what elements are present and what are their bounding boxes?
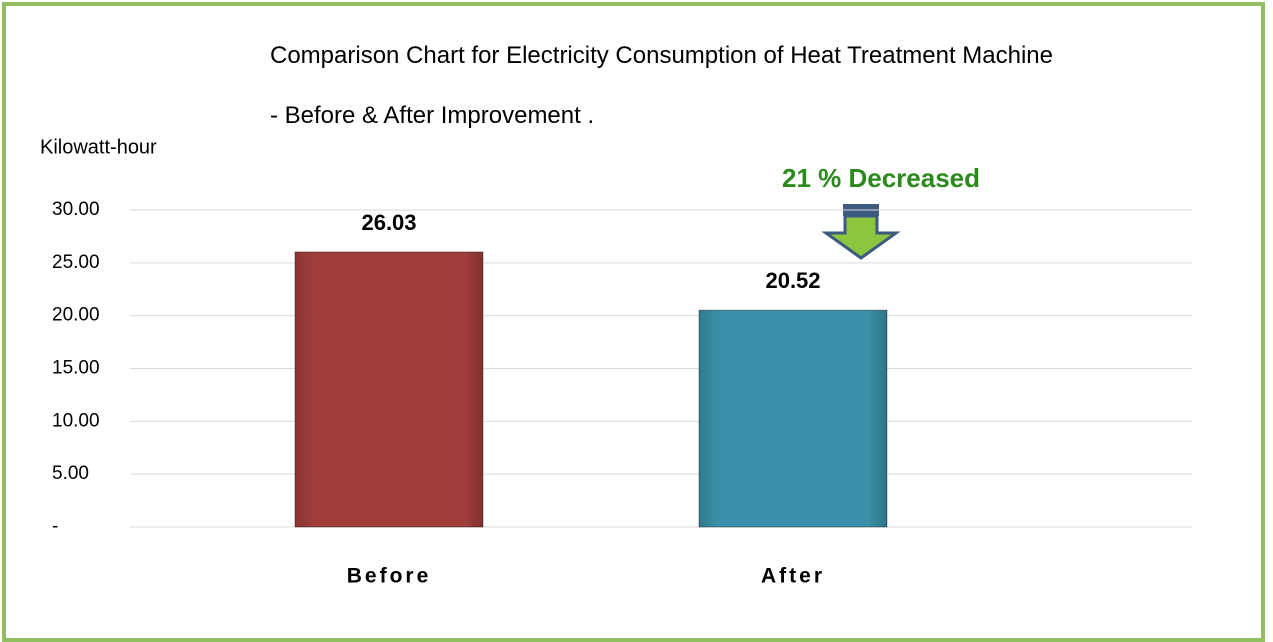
y-axis-label: Kilowatt-hour xyxy=(40,136,157,158)
y-tick-label: 25.00 xyxy=(52,252,100,273)
chart-title: Comparison Chart for Electricity Consump… xyxy=(270,42,1053,129)
bar-shade xyxy=(699,310,887,527)
bar-shade xyxy=(295,251,483,528)
x-tick-label: After xyxy=(761,565,825,588)
x-tick-label: Before xyxy=(347,565,432,588)
y-tick-label: 30.00 xyxy=(52,199,100,220)
down-arrow xyxy=(821,204,901,260)
y-tick-label: 15.00 xyxy=(52,358,100,379)
y-tick-label: 10.00 xyxy=(52,410,100,431)
y-tick-label: - xyxy=(52,516,58,537)
y-tick-label: 5.00 xyxy=(52,463,89,484)
annotation: 21 % Decreased xyxy=(782,163,980,193)
value-label: 20.52 xyxy=(765,268,820,293)
value-label: 26.03 xyxy=(361,210,416,235)
chart: Kilowatt-hour 21 % Decreased - 5.00 10.00 1… xyxy=(40,136,1192,588)
y-tick-label: 20.00 xyxy=(52,305,100,326)
